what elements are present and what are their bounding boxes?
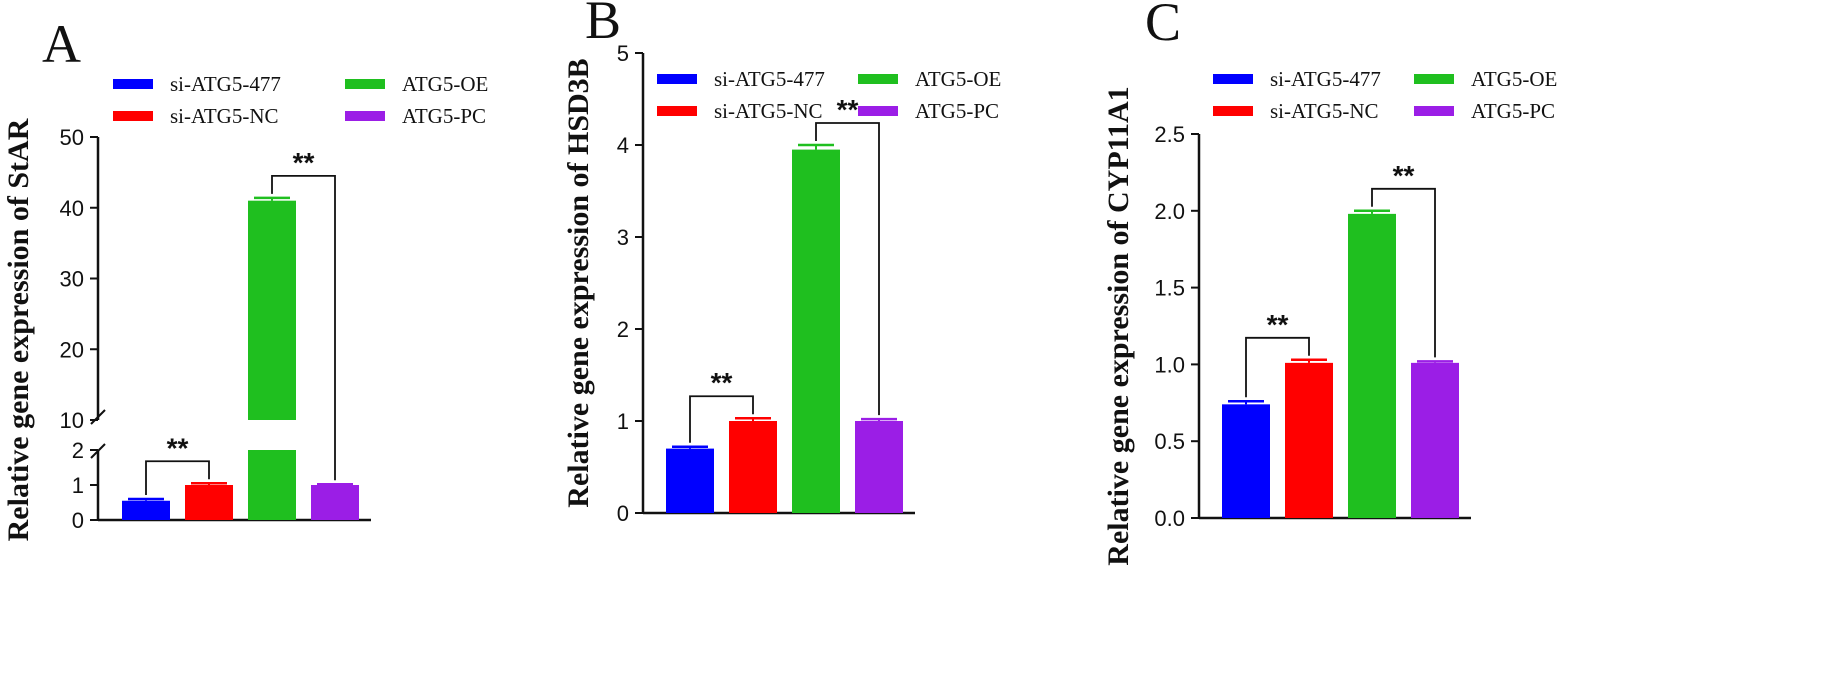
significance-bracket-b-0 bbox=[689, 395, 754, 443]
significance-label-c-0: ** bbox=[1267, 309, 1289, 340]
panel-b: Bsi-ATG5-477 si-ATG5-NC ATG5-OE ATG5-PC 0 1 2 3… bbox=[562, 0, 1001, 526]
significance-bracket-c-1 bbox=[1371, 187, 1436, 358]
significance-bracket-b-1 bbox=[815, 122, 880, 416]
legend-swatch-c-3 bbox=[1414, 106, 1454, 116]
y-tick-label-a-0: 0 bbox=[72, 508, 84, 533]
y-tick-label-a-7: 50 bbox=[60, 125, 84, 150]
legend-swatch-b-2 bbox=[858, 74, 898, 84]
legend-label-a-0: si-ATG5-477 bbox=[170, 72, 281, 96]
legend-swatch-c-1 bbox=[1213, 106, 1253, 116]
bar-b-2 bbox=[792, 149, 840, 513]
bar-a-0 bbox=[122, 500, 170, 520]
y-tick-label-b-0: 0 bbox=[617, 501, 629, 526]
legend-swatch-b-1 bbox=[657, 106, 697, 116]
legend-label-c-1: si-ATG5-NC bbox=[1270, 99, 1379, 123]
y-tick-label-a-4: 20 bbox=[60, 337, 84, 362]
y-tick-label-c-3: 1.5 bbox=[1154, 276, 1185, 301]
legend-label-b-3: ATG5-PC bbox=[915, 99, 999, 123]
y-tick-label-b-4: 4 bbox=[617, 133, 629, 158]
axis-break-mark-upper-a bbox=[90, 409, 106, 425]
legend-label-a-3: ATG5-PC bbox=[402, 104, 486, 128]
bar-a-1 bbox=[185, 485, 233, 520]
bar-b-3 bbox=[855, 421, 903, 513]
y-tick-label-b-5: 5 bbox=[617, 41, 629, 66]
significance-label-b-1: ** bbox=[837, 94, 859, 125]
panel-c: Csi-ATG5-477 si-ATG5-NC ATG5-OE ATG5-PC 0.0 0… bbox=[1102, 0, 1557, 566]
significance-bracket-a-0 bbox=[145, 460, 210, 495]
legend-swatch-a-1 bbox=[113, 111, 153, 121]
legend-swatch-a-0 bbox=[113, 79, 153, 89]
legend-label-a-1: si-ATG5-NC bbox=[170, 104, 279, 128]
bar-c-0 bbox=[1222, 404, 1270, 518]
y-tick-label-c-1: 0.5 bbox=[1154, 429, 1185, 454]
legend-swatch-c-2 bbox=[1414, 74, 1454, 84]
y-tick-label-a-6: 40 bbox=[60, 196, 84, 221]
bar-a-3 bbox=[311, 485, 359, 520]
bar-b-1 bbox=[729, 421, 777, 513]
significance-label-a-1: ** bbox=[293, 147, 315, 178]
y-tick-label-b-2: 2 bbox=[617, 317, 629, 342]
bar-c-1 bbox=[1285, 362, 1333, 518]
panel-letter-c: C bbox=[1145, 0, 1181, 52]
legend-swatch-c-0 bbox=[1213, 74, 1253, 84]
legend-swatch-a-3 bbox=[345, 111, 385, 121]
y-axis-label-b: Relative gene expression of HSD3B bbox=[562, 58, 595, 507]
panel-letter-a: A bbox=[42, 14, 81, 74]
y-tick-label-b-1: 1 bbox=[617, 409, 629, 434]
legend-swatch-b-3 bbox=[858, 106, 898, 116]
bar-b-0 bbox=[666, 448, 714, 513]
legend-label-c-3: ATG5-PC bbox=[1471, 99, 1555, 123]
legend-swatch-a-2 bbox=[345, 79, 385, 89]
y-tick-label-a-5: 30 bbox=[60, 267, 84, 292]
bar-a-2 bbox=[248, 450, 296, 520]
y-tick-label-c-4: 2.0 bbox=[1154, 199, 1185, 224]
bar-upper-a-2 bbox=[248, 200, 296, 420]
legend-label-b-0: si-ATG5-477 bbox=[714, 67, 825, 91]
legend-label-a-2: ATG5-OE bbox=[402, 72, 488, 96]
significance-label-b-0: ** bbox=[711, 367, 733, 398]
y-tick-label-a-2: 2 bbox=[72, 438, 84, 463]
panel-a: Asi-ATG5-477 si-ATG5-NC ATG5-OE ATG5-PC 0 1 2 1… bbox=[2, 14, 488, 541]
y-axis-label-c: Relative gene expression of CYP11A1 bbox=[1102, 86, 1135, 565]
legend-label-c-0: si-ATG5-477 bbox=[1270, 67, 1381, 91]
y-tick-label-a-3: 10 bbox=[60, 408, 84, 433]
significance-label-a-0: ** bbox=[167, 432, 189, 463]
significance-bracket-c-0 bbox=[1245, 336, 1310, 398]
y-tick-label-c-0: 0.0 bbox=[1154, 506, 1185, 531]
y-tick-label-b-3: 3 bbox=[617, 225, 629, 250]
significance-label-c-1: ** bbox=[1393, 160, 1415, 191]
y-tick-label-a-1: 1 bbox=[72, 473, 84, 498]
y-axis-label-a: Relative gene expression of StAR bbox=[2, 118, 35, 541]
legend-label-c-2: ATG5-OE bbox=[1471, 67, 1557, 91]
legend-swatch-b-0 bbox=[657, 74, 697, 84]
bar-c-2 bbox=[1348, 213, 1396, 518]
y-tick-label-c-5: 2.5 bbox=[1154, 122, 1185, 147]
legend-label-b-1: si-ATG5-NC bbox=[714, 99, 823, 123]
significance-bracket-a-1 bbox=[271, 174, 336, 481]
legend-label-b-2: ATG5-OE bbox=[915, 67, 1001, 91]
y-tick-label-c-2: 1.0 bbox=[1154, 352, 1185, 377]
panel-letter-b: B bbox=[585, 0, 621, 50]
bar-c-3 bbox=[1411, 362, 1459, 518]
